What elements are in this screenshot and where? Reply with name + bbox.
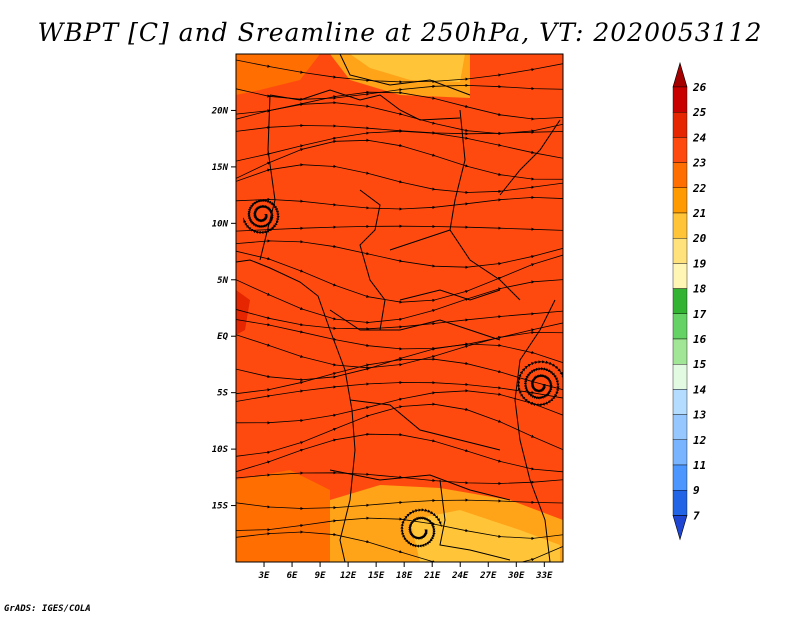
colorbar-top-arrow — [672, 61, 688, 88]
colorbar-label: 19 — [693, 257, 707, 270]
colorbar-segment — [672, 263, 688, 289]
colorbar-segment — [672, 389, 688, 415]
streamline — [236, 530, 563, 562]
lat-tick-label: 5N — [217, 276, 228, 286]
colorbar: 26 25 24 23 22 21 20 19 18 17 16 15 14 13 12 11 9 7 — [672, 61, 707, 541]
colorbar-segment — [672, 162, 688, 189]
colorbar-label: 25 — [692, 106, 707, 119]
colorbar-label: 20 — [692, 232, 707, 245]
colorbar-label: 11 — [693, 459, 706, 472]
streamline — [236, 498, 563, 511]
streamlines — [236, 59, 563, 562]
lon-tick-label: 21E — [423, 571, 441, 581]
streamline — [236, 59, 563, 84]
colorbar-segment — [672, 288, 688, 315]
streamline — [243, 198, 280, 235]
colorbar-segment — [672, 439, 688, 466]
lat-tick-label: 5S — [217, 389, 228, 399]
colorbar-label: 15 — [693, 358, 707, 371]
lat-tick-label: 20N — [211, 106, 229, 116]
colorbar-segment — [672, 212, 688, 239]
colorbar-label: 26 — [692, 81, 707, 94]
colorbar-segment — [672, 490, 688, 516]
streamline — [236, 195, 563, 211]
lon-tick-label: 3E — [258, 571, 270, 581]
colorbar-label: 9 — [693, 484, 700, 497]
colorbar-segment — [672, 313, 688, 340]
streamline — [400, 508, 442, 548]
lon-tick-label: 9E — [315, 571, 326, 581]
lon-tick-label: 15E — [368, 571, 385, 581]
lat-tick-label: EQ — [217, 332, 228, 342]
colorbar-label: 22 — [692, 182, 707, 195]
map-frame — [235, 53, 564, 563]
lon-tick-label: 6E — [287, 571, 298, 581]
lon-tick-label: 30E — [507, 571, 525, 581]
country-borders — [236, 54, 561, 562]
streamline — [236, 163, 563, 195]
lon-tick-label: 24E — [451, 571, 469, 581]
lon-tick-label: 12E — [340, 571, 357, 581]
lat-tick-label: 10N — [212, 219, 229, 229]
colorbar-segment — [672, 111, 688, 138]
colorbar-segment — [672, 464, 688, 491]
colorbar-bottom-arrow — [672, 515, 688, 541]
lat-tick-label: 15S — [212, 502, 229, 512]
colorbar-segment — [672, 137, 688, 163]
colorbar-segment — [672, 338, 688, 365]
warm-patch-west — [236, 290, 250, 335]
colorbar-segment — [672, 237, 688, 264]
colorbar-label: 7 — [693, 509, 700, 522]
colorbar-label: 21 — [692, 207, 706, 220]
colorbar-label: 16 — [693, 333, 707, 346]
chart-title: WBPT [C] and Sreamline at 250hPa, VT: 20… — [37, 18, 763, 47]
lon-tick-label: 18E — [396, 571, 413, 581]
streamline — [236, 224, 563, 232]
colorbar-segment — [672, 187, 688, 214]
lon-tick-label: 33E — [535, 571, 553, 581]
streamline — [236, 432, 563, 473]
colorbar-label: 18 — [693, 283, 707, 296]
colorbar-label: 14 — [693, 383, 707, 396]
warm-patch-southwest — [236, 470, 330, 562]
colorbar-label: 13 — [693, 409, 707, 422]
colorbar-segment — [672, 364, 688, 390]
colorbar-label: 12 — [693, 434, 707, 447]
colorbar-label: 24 — [692, 131, 707, 144]
lat-tick-label: 15N — [212, 163, 229, 173]
lat-axis: 20N 15N 10N 5N EQ 5S 10S 15S — [211, 106, 236, 512]
colorbar-segment — [672, 414, 688, 441]
streamline — [516, 360, 563, 407]
lat-tick-label: 10S — [212, 445, 229, 455]
colorbar-label: 23 — [692, 157, 707, 170]
lon-axis: 3E 6E 9E 12E 15E 18E 21E 24E 27E 30E 33E — [258, 562, 553, 581]
colorbar-segment — [672, 86, 688, 113]
colorbar-label: 17 — [693, 308, 707, 321]
lon-tick-label: 27E — [479, 571, 497, 581]
footer-credit: GrADS: IGES/COLA — [4, 604, 91, 614]
